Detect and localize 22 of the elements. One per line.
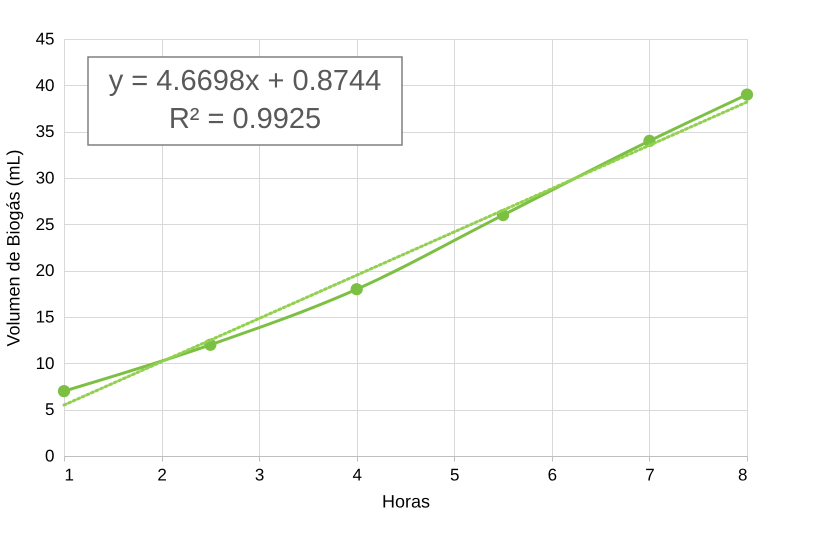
y-tick-label: 10 — [36, 354, 54, 373]
annotation: R² = 0.9925 — [168, 103, 322, 135]
y-tick-label: 25 — [36, 214, 54, 234]
x-axis-title: Horas — [382, 492, 430, 512]
y-tick-label: 20 — [36, 261, 54, 280]
y-tick-label: 40 — [36, 76, 54, 95]
y-tick-label: 15 — [36, 308, 54, 326]
x-tick-label: 5 — [450, 466, 460, 484]
x-tick-label: 8 — [738, 466, 748, 484]
y-tick-label: 45 — [36, 30, 54, 48]
x-tick-label: 6 — [548, 466, 558, 484]
x-tick-label: 3 — [254, 466, 264, 484]
y-axis-title: Volumen de Biogás (mL) — [4, 149, 24, 347]
x-tick-label: 4 — [352, 466, 362, 484]
y-tick-label: 35 — [36, 122, 54, 142]
y-tick-label: 0 — [45, 446, 54, 466]
x-tick-label: 7 — [645, 466, 655, 484]
y-tick-label: 5 — [45, 400, 54, 420]
annotation: y = 4.6698x + 0.8744 — [108, 65, 382, 97]
x-tick-label: 1 — [64, 466, 74, 484]
x-tick-label: 2 — [157, 466, 167, 484]
y-tick-label: 30 — [36, 168, 54, 188]
